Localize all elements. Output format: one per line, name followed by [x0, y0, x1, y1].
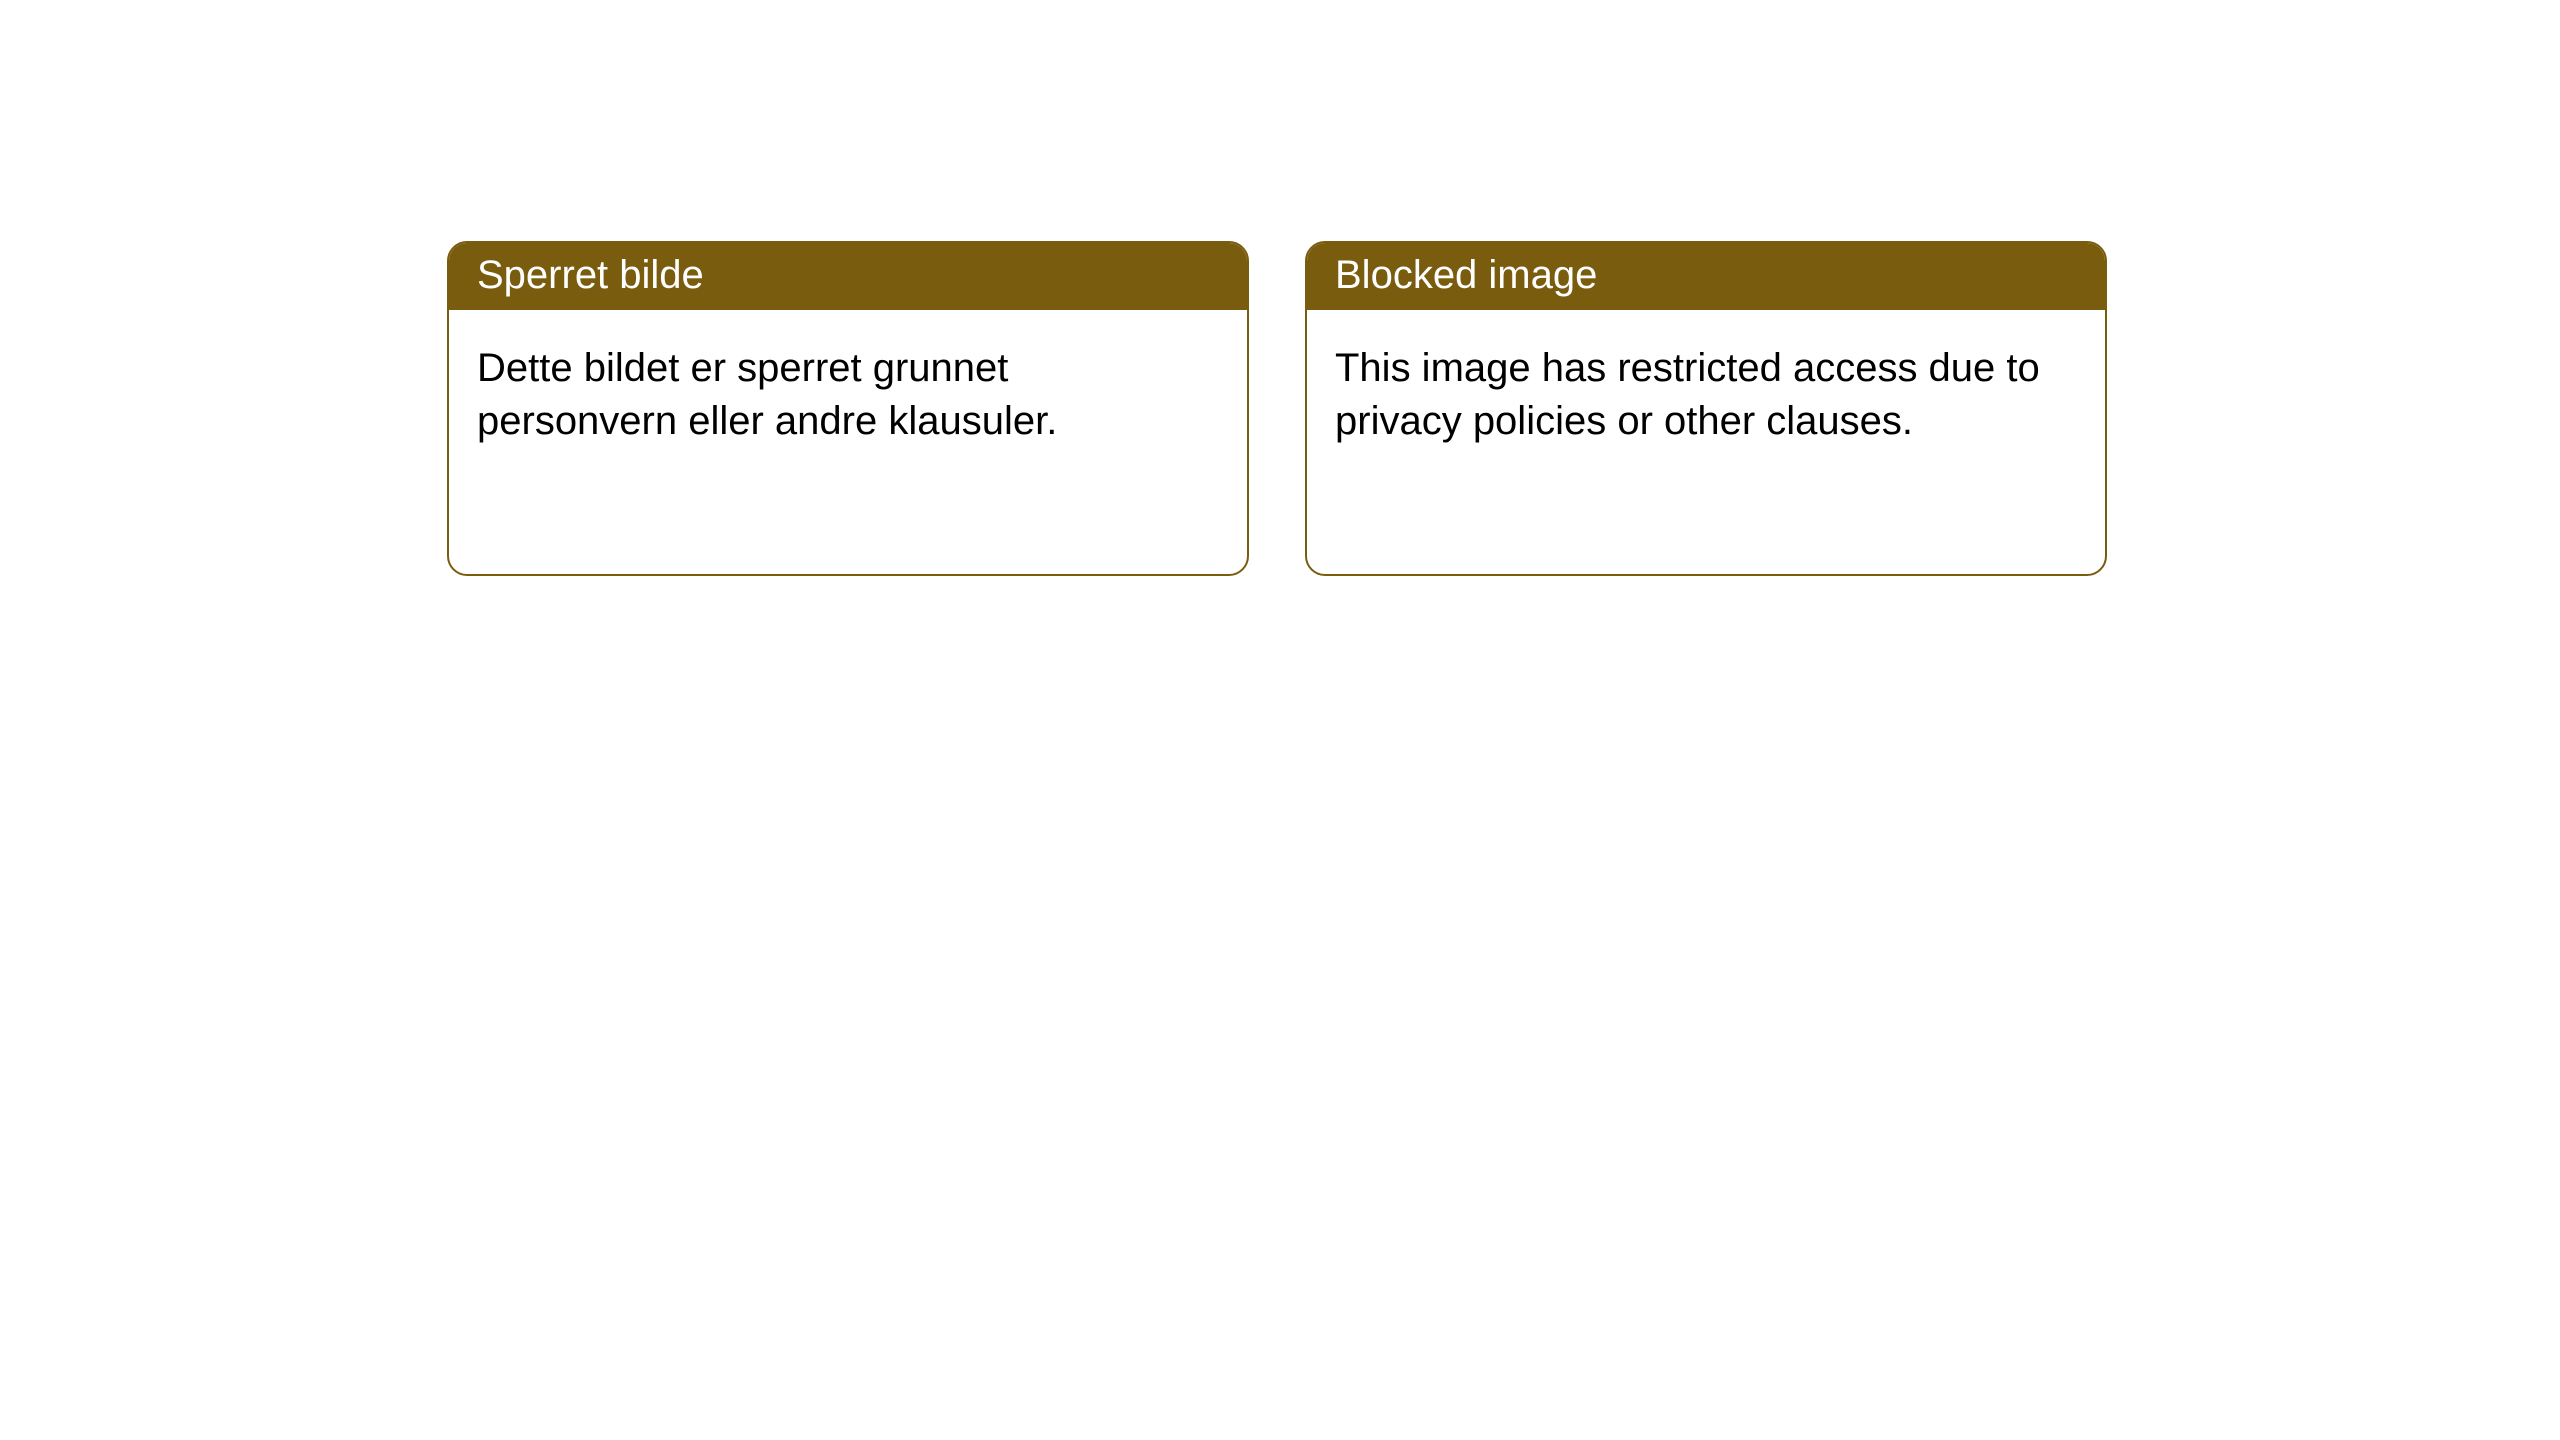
blocked-image-card-en: Blocked image This image has restricted …: [1305, 241, 2107, 576]
card-body-no: Dette bildet er sperret grunnet personve…: [449, 310, 1247, 480]
card-header-no: Sperret bilde: [449, 243, 1247, 310]
card-header-en: Blocked image: [1307, 243, 2105, 310]
notice-container: Sperret bilde Dette bildet er sperret gr…: [0, 0, 2560, 576]
card-body-en: This image has restricted access due to …: [1307, 310, 2105, 480]
blocked-image-card-no: Sperret bilde Dette bildet er sperret gr…: [447, 241, 1249, 576]
